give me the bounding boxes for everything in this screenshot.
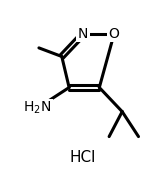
- Text: N: N: [78, 27, 88, 41]
- Text: O: O: [109, 27, 120, 41]
- Text: HCl: HCl: [70, 150, 96, 165]
- Text: H$_2$N: H$_2$N: [23, 100, 51, 116]
